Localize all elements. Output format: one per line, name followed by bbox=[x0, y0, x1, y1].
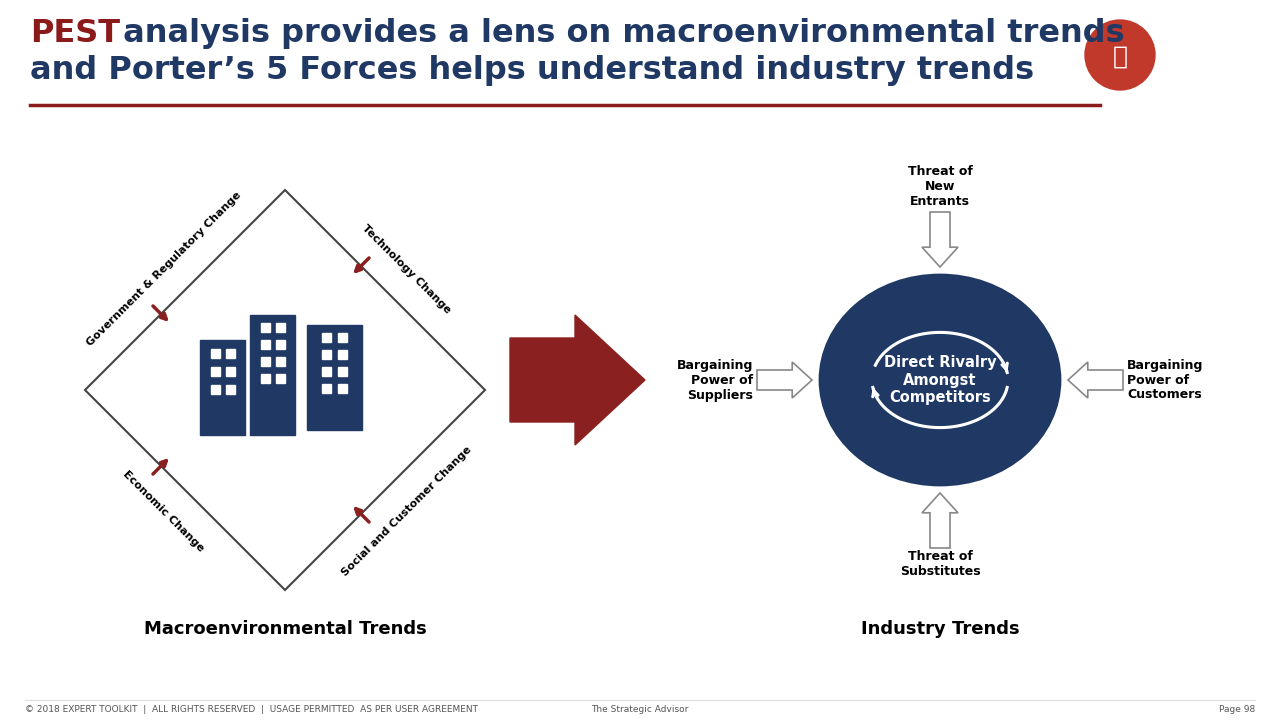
Bar bbox=[200, 340, 244, 435]
Text: Industry Trends: Industry Trends bbox=[860, 620, 1019, 638]
Ellipse shape bbox=[820, 275, 1060, 485]
Polygon shape bbox=[509, 315, 645, 445]
Bar bbox=[275, 357, 284, 366]
Text: Threat of
Substitutes: Threat of Substitutes bbox=[900, 550, 980, 578]
Bar bbox=[261, 323, 270, 332]
Bar bbox=[338, 333, 347, 342]
Text: Social and Customer Change: Social and Customer Change bbox=[339, 444, 474, 578]
Bar bbox=[210, 349, 219, 358]
Polygon shape bbox=[756, 362, 812, 398]
Text: and Porter’s 5 Forces helps understand industry trends: and Porter’s 5 Forces helps understand i… bbox=[29, 55, 1034, 86]
Text: Page 98: Page 98 bbox=[1219, 705, 1254, 714]
Bar bbox=[338, 350, 347, 359]
Text: analysis provides a lens on macroenvironmental trends: analysis provides a lens on macroenviron… bbox=[113, 18, 1125, 49]
Polygon shape bbox=[922, 493, 957, 548]
Bar bbox=[275, 323, 284, 332]
Polygon shape bbox=[922, 212, 957, 267]
Bar bbox=[338, 384, 347, 393]
Bar bbox=[323, 384, 332, 393]
Text: Bargaining
Power of
Customers: Bargaining Power of Customers bbox=[1126, 359, 1203, 402]
Bar bbox=[225, 349, 234, 358]
Bar bbox=[210, 385, 219, 394]
Text: Threat of
New
Entrants: Threat of New Entrants bbox=[908, 165, 973, 208]
Bar bbox=[210, 367, 219, 376]
Bar bbox=[323, 350, 332, 359]
Bar bbox=[261, 340, 270, 349]
Bar bbox=[225, 367, 234, 376]
Text: Technology Change: Technology Change bbox=[360, 222, 453, 315]
Polygon shape bbox=[1068, 362, 1123, 398]
Bar bbox=[261, 374, 270, 383]
Bar bbox=[307, 325, 362, 430]
Bar bbox=[225, 385, 234, 394]
Text: Government & Regulatory Change: Government & Regulatory Change bbox=[84, 190, 243, 348]
Bar bbox=[323, 333, 332, 342]
Text: The Strategic Advisor: The Strategic Advisor bbox=[591, 705, 689, 714]
Bar bbox=[323, 367, 332, 376]
Text: 🔧: 🔧 bbox=[1112, 45, 1128, 69]
Text: © 2018 EXPERT TOOLKIT  |  ALL RIGHTS RESERVED  |  USAGE PERMITTED  AS PER USER A: © 2018 EXPERT TOOLKIT | ALL RIGHTS RESER… bbox=[26, 705, 477, 714]
Text: Macroenvironmental Trends: Macroenvironmental Trends bbox=[143, 620, 426, 638]
Text: Bargaining
Power of
Suppliers: Bargaining Power of Suppliers bbox=[677, 359, 753, 402]
Circle shape bbox=[1085, 20, 1155, 90]
Bar bbox=[338, 367, 347, 376]
Text: Economic Change: Economic Change bbox=[122, 469, 206, 554]
Bar bbox=[250, 315, 294, 435]
Text: PEST: PEST bbox=[29, 18, 120, 49]
Polygon shape bbox=[84, 190, 485, 590]
Bar bbox=[275, 374, 284, 383]
Text: Direct Rivalry
Amongst
Competitors: Direct Rivalry Amongst Competitors bbox=[883, 355, 996, 405]
Bar bbox=[261, 357, 270, 366]
Bar bbox=[275, 340, 284, 349]
